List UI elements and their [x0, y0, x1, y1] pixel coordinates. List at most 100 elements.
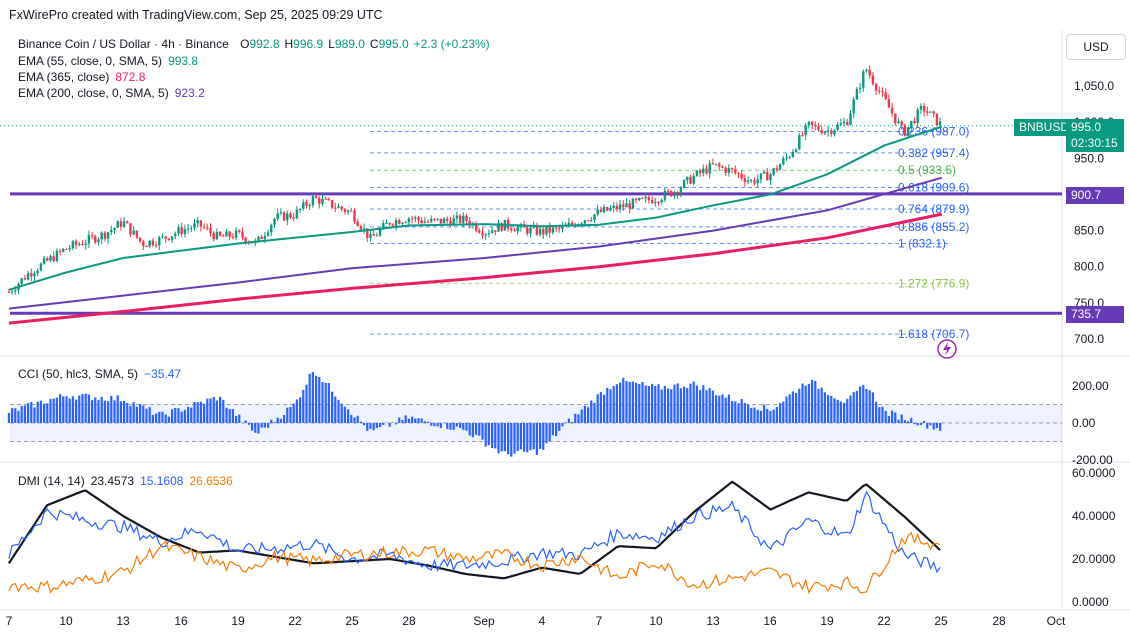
candle-body	[916, 109, 919, 124]
cci-bar	[836, 399, 839, 423]
candle-body	[673, 192, 676, 197]
candle-body	[273, 218, 276, 225]
candle-body	[596, 209, 599, 215]
cci-bar	[74, 399, 78, 423]
lightning-icon	[937, 339, 957, 359]
candle-body	[906, 127, 910, 136]
candle-body	[753, 180, 756, 184]
candle-body	[138, 237, 142, 242]
candle-body	[302, 202, 305, 209]
cci-bar	[538, 423, 542, 449]
cci-bar	[692, 381, 695, 423]
cci-bar	[922, 420, 926, 423]
candle-body	[494, 230, 497, 232]
cci-bar	[430, 423, 433, 426]
candle-body	[190, 228, 193, 230]
candle-body	[551, 227, 555, 233]
candle-body	[602, 207, 606, 213]
cci-bar	[772, 409, 775, 423]
candle-body	[225, 231, 228, 237]
ohlc-item: H996.9	[284, 37, 324, 51]
cci-bar	[714, 395, 718, 423]
candle-body	[23, 278, 27, 280]
x-tick-label: Sep	[473, 614, 495, 628]
cci-bar	[247, 423, 250, 425]
candle-body	[542, 228, 545, 235]
cci-bar	[846, 398, 849, 423]
cci-bar	[820, 387, 823, 423]
cci-bar	[110, 395, 113, 423]
candle-body	[801, 135, 804, 137]
candle-body	[567, 222, 571, 226]
cci-bar	[455, 423, 458, 427]
dmi-tick-label: 0.0000	[1072, 595, 1109, 609]
candle-body	[762, 171, 766, 174]
candle-body	[510, 228, 513, 231]
x-tick-label: 22	[288, 614, 302, 628]
candle-body	[545, 226, 548, 235]
cci-bar	[33, 407, 36, 423]
candle-body	[180, 227, 183, 234]
cci-bar	[743, 403, 746, 423]
cci-bar	[478, 423, 481, 436]
cci-bar	[209, 398, 212, 423]
cci-bar	[788, 394, 791, 423]
cci-bar	[55, 397, 58, 423]
cci-bar	[794, 392, 798, 423]
legend-main: Binance Coin / US Dollar · 4h · Binance …	[18, 37, 490, 51]
x-tick-label: 25	[934, 614, 948, 628]
candle-body	[100, 232, 103, 240]
cci-bar	[583, 405, 586, 423]
cci-bar	[778, 403, 782, 423]
cci-bar	[606, 387, 609, 423]
candle-body	[794, 149, 798, 152]
candle-body	[558, 227, 561, 229]
cci-bar	[382, 423, 385, 425]
candle-body	[590, 220, 593, 222]
candle-body	[750, 180, 753, 182]
chart-canvas[interactable]: 1,050.01,000.0950.0900.0850.0800.0750.07…	[0, 30, 1130, 640]
candle-body	[426, 221, 430, 223]
candle-body	[718, 163, 721, 167]
candle-body	[266, 232, 270, 236]
candle-body	[743, 178, 747, 183]
candle-body	[782, 158, 785, 165]
cci-bar	[257, 423, 260, 434]
cci-bar	[183, 409, 186, 423]
cci-bar	[753, 407, 756, 423]
cci-bar	[644, 385, 647, 423]
cci-bar	[756, 409, 759, 423]
cci-bar	[615, 384, 618, 423]
candle-body	[334, 207, 337, 209]
cci-bar	[270, 419, 273, 423]
cci-bar	[673, 384, 676, 423]
cci-bar	[830, 395, 833, 423]
candle-body	[670, 190, 673, 197]
candle-body	[702, 168, 705, 173]
candle-body	[817, 125, 820, 130]
currency-selector[interactable]: USD	[1066, 34, 1126, 60]
cci-bar	[881, 406, 884, 423]
candle-body	[746, 180, 750, 183]
cci-bar	[596, 394, 599, 423]
cci-bar	[36, 401, 39, 423]
candle-body	[839, 123, 843, 125]
cci-bar	[654, 385, 657, 423]
candle-body	[276, 213, 279, 219]
candle-body	[804, 125, 807, 136]
cci-bar	[711, 390, 714, 423]
cci-bar	[586, 407, 590, 423]
cci-bar	[542, 423, 545, 450]
cci-bar	[900, 414, 903, 423]
cci-bar	[862, 384, 865, 423]
candle-body	[526, 227, 529, 234]
candle-body	[932, 111, 935, 114]
cci-bar	[638, 384, 641, 423]
candle-body	[894, 113, 897, 123]
cci-bar	[26, 403, 30, 423]
cci-bar	[353, 417, 356, 423]
cci-bar	[126, 402, 129, 423]
candle-body	[727, 168, 731, 173]
candle-body	[535, 226, 539, 235]
candle-body	[356, 221, 359, 227]
